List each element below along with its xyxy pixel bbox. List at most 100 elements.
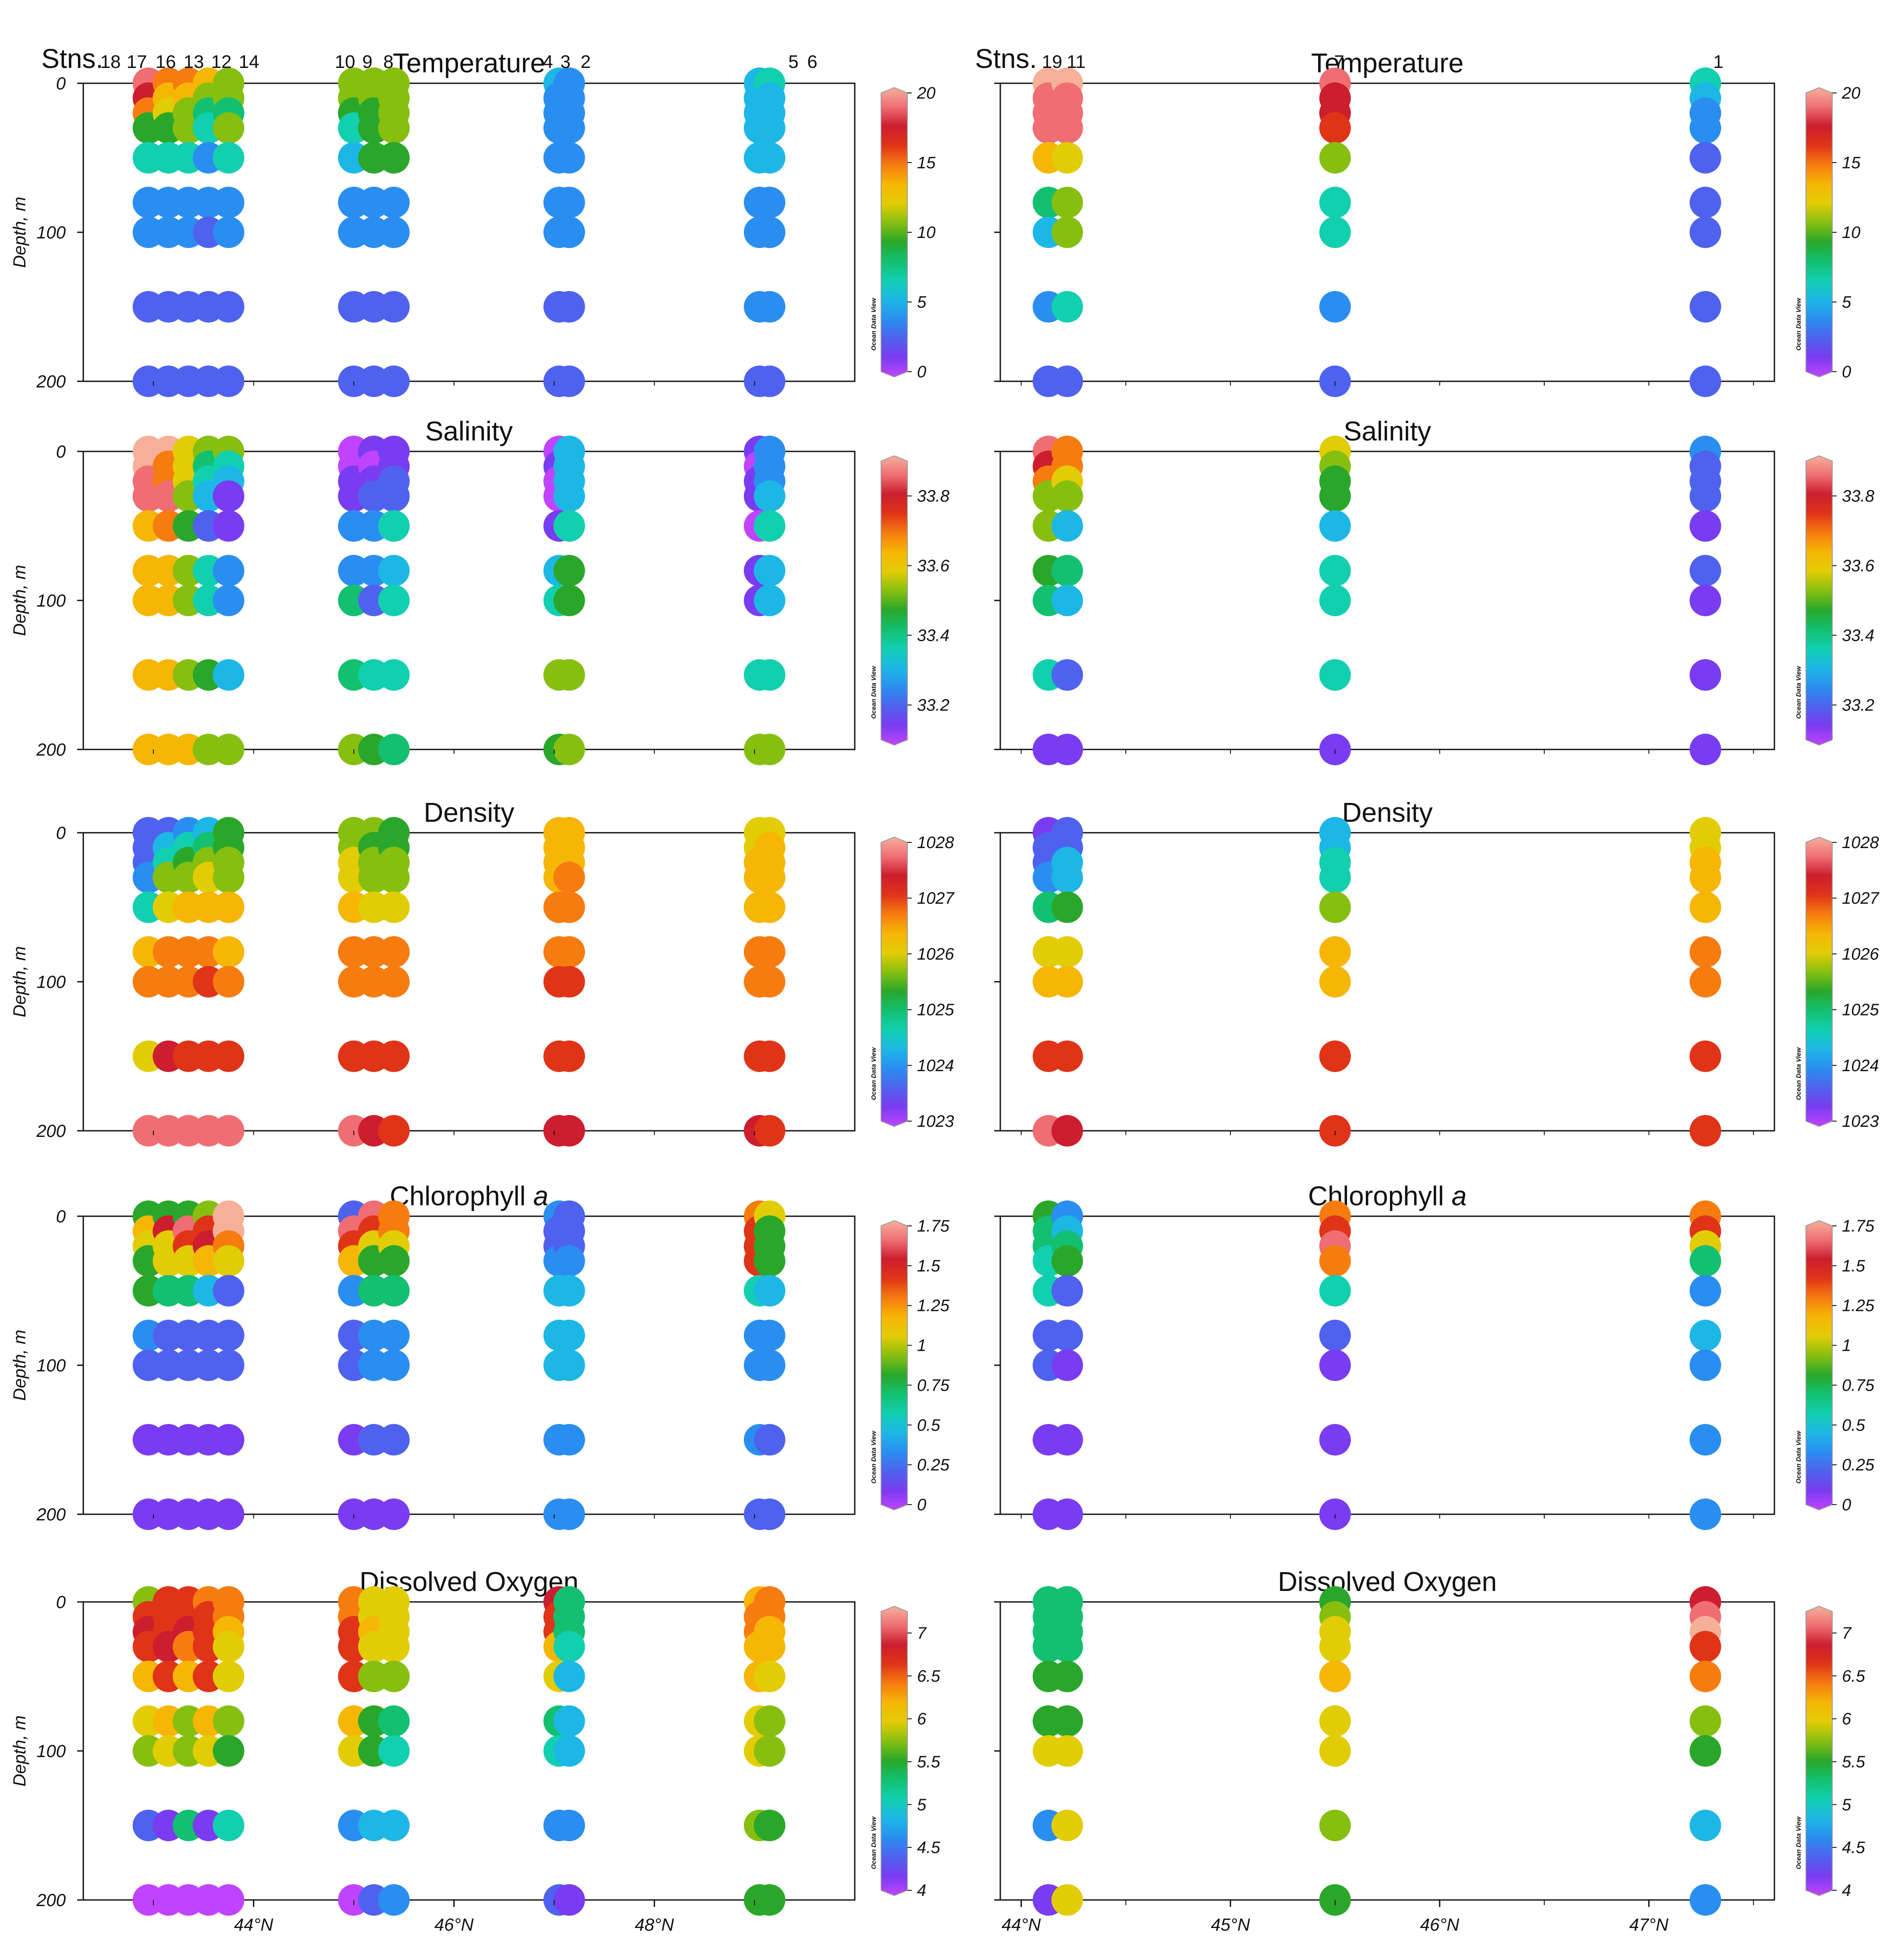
data-point	[1689, 1275, 1721, 1307]
colorbar: 0 0.25 0.5 0.75 1 1.25 1.5 1.75 Ocean Data View	[870, 1217, 950, 1514]
data-point	[213, 966, 245, 998]
data-point	[553, 1320, 585, 1351]
data-point	[1319, 659, 1351, 691]
data-point	[1319, 1810, 1351, 1841]
data-point	[754, 734, 786, 765]
colorbar-tick-label: 4	[1842, 1882, 1851, 1900]
x-tick-label: 44°N	[1002, 1915, 1041, 1935]
data-point	[213, 555, 245, 586]
data-point	[1689, 585, 1721, 616]
colorbar-tick-label: 1.5	[1842, 1257, 1866, 1275]
data-point	[553, 585, 585, 616]
colorbar-tick-label: 0.25	[917, 1456, 950, 1474]
y-tick-label: 200	[36, 740, 66, 760]
colorbar-tick-label: 33.8	[1842, 487, 1874, 506]
right-panel: Chlorophyll a00.250.50.7511.251.51.75Oce…	[994, 1181, 1875, 1530]
data-point	[378, 217, 410, 248]
data-point	[1051, 585, 1083, 616]
data-point	[1051, 1040, 1083, 1072]
colorbar-bar	[881, 455, 908, 746]
data-point	[1689, 1115, 1721, 1147]
data-point	[1051, 480, 1083, 512]
colorbar-tick-label: 4	[917, 1882, 926, 1900]
data-point	[1319, 555, 1351, 586]
data-point	[1051, 966, 1083, 998]
data-point	[1319, 1735, 1351, 1767]
data-point	[1051, 1115, 1083, 1147]
data-point	[378, 1040, 410, 1072]
data-point	[1689, 112, 1721, 144]
data-point	[754, 1498, 786, 1530]
left-panel: Salinity 0 100 200 Depth, m 33.2 33.4 33.6 33.8 O…	[10, 416, 950, 765]
colorbar-tick-label: 0.75	[917, 1376, 950, 1395]
panel-title-text: Salinity	[425, 416, 513, 447]
data-point	[213, 187, 245, 218]
data-point	[1051, 1884, 1083, 1916]
colorbar-tick-label: 1026	[917, 945, 954, 963]
data-point	[1319, 1661, 1351, 1692]
y-tick-label: 100	[36, 973, 66, 992]
data-point	[213, 480, 245, 512]
station-label: 6	[807, 51, 817, 72]
data-point	[378, 142, 410, 174]
panel-title-italic: a	[1451, 1181, 1466, 1211]
plot-frame	[999, 451, 1775, 750]
data-point	[754, 1661, 786, 1692]
data-point	[1051, 142, 1083, 174]
data-point	[213, 1810, 245, 1841]
data-point	[378, 112, 410, 144]
data-point	[378, 1631, 410, 1662]
x-tick-label: 48°N	[635, 1915, 674, 1935]
colorbar-tick-label: 1.25	[917, 1297, 950, 1315]
data-point	[1319, 936, 1351, 968]
data-point	[213, 1424, 245, 1456]
data-point	[1689, 1884, 1721, 1916]
colorbar-tick-label: 5	[1842, 1796, 1852, 1814]
data-point	[553, 1245, 585, 1277]
data-point	[213, 1631, 245, 1662]
data-point	[1689, 291, 1721, 323]
y-tick-label: 100	[36, 223, 66, 242]
x-tick-label: 46°N	[1420, 1915, 1459, 1935]
data-point	[378, 936, 410, 968]
data-point	[754, 1735, 786, 1767]
colorbar: 0 5 10 15 20 Ocean Data View	[870, 84, 936, 381]
data-point	[213, 291, 245, 323]
data-point	[754, 1115, 786, 1147]
data-point	[1051, 1705, 1083, 1737]
y-tick-label: 200	[36, 1505, 66, 1524]
y-tick-label: 0	[56, 74, 66, 93]
data-point	[1051, 1735, 1083, 1767]
data-point	[754, 366, 786, 397]
data-point	[553, 1810, 585, 1841]
panel-row-salinity: Salinity 0 100 200 Depth, m 33.2 33.4 33.6 33.8 O…	[10, 416, 1875, 765]
colorbar-tick-label: 15	[917, 154, 936, 172]
colorbar-tick-label: 0	[917, 1496, 926, 1514]
data-point	[1051, 1275, 1083, 1307]
odv-watermark: Ocean Data View	[1795, 298, 1802, 351]
colorbar-tick-label: 1028	[917, 834, 954, 852]
data-point	[213, 1735, 245, 1767]
panel-title: Temperature	[393, 48, 545, 78]
data-point	[754, 1320, 786, 1351]
y-tick-label: 200	[36, 1891, 66, 1910]
panel-title-text: Salinity	[1344, 416, 1431, 447]
data-point	[553, 291, 585, 323]
data-point	[1689, 187, 1721, 218]
data-point	[1319, 966, 1351, 998]
data-point	[754, 862, 786, 893]
data-point	[1051, 1320, 1083, 1351]
data-point	[1319, 1275, 1351, 1307]
colorbar-tick-label: 5.5	[917, 1753, 941, 1771]
colorbar-tick-label: 1.75	[917, 1217, 950, 1236]
y-axis-label: Depth, m	[10, 1715, 29, 1786]
colorbar-tick-label: 1023	[1842, 1112, 1879, 1131]
data-point	[213, 1884, 245, 1916]
data-point	[1319, 142, 1351, 174]
data-point	[1689, 217, 1721, 248]
y-tick-label: 0	[56, 824, 66, 843]
data-point	[754, 1705, 786, 1737]
panel-title-italic: a	[533, 1181, 548, 1211]
data-point	[553, 1498, 585, 1530]
